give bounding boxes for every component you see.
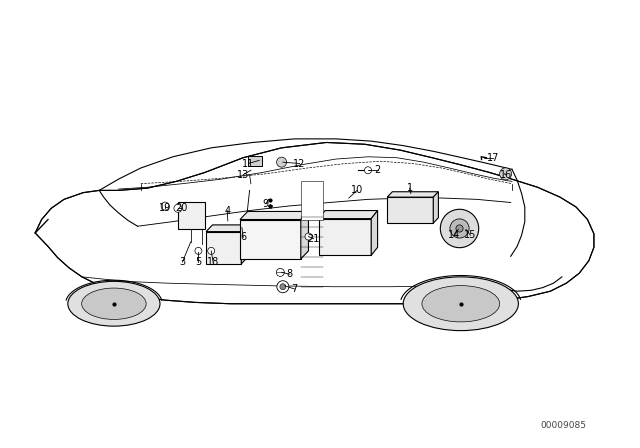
Circle shape [277, 281, 289, 293]
Ellipse shape [68, 281, 160, 326]
Text: 21: 21 [307, 234, 320, 244]
Text: 18: 18 [207, 257, 220, 267]
Circle shape [305, 233, 312, 240]
Text: 2: 2 [374, 165, 381, 175]
Polygon shape [240, 220, 301, 259]
Circle shape [365, 167, 371, 174]
Circle shape [195, 247, 202, 254]
Text: 14: 14 [448, 230, 461, 240]
Text: 11: 11 [242, 159, 255, 168]
Text: 3: 3 [179, 257, 186, 267]
Text: 12: 12 [293, 159, 306, 168]
Ellipse shape [82, 288, 146, 319]
Text: 4: 4 [224, 206, 230, 215]
Text: 00009085: 00009085 [540, 421, 586, 430]
Polygon shape [371, 211, 378, 255]
Polygon shape [387, 197, 433, 223]
Polygon shape [433, 192, 438, 223]
Circle shape [440, 209, 479, 248]
Polygon shape [241, 225, 248, 264]
Circle shape [276, 268, 284, 276]
Circle shape [456, 225, 463, 232]
Text: 19: 19 [159, 203, 172, 213]
Polygon shape [178, 202, 205, 229]
Text: 16: 16 [499, 170, 512, 180]
Circle shape [276, 157, 287, 167]
Text: 15: 15 [464, 230, 477, 240]
Text: 7: 7 [291, 284, 298, 294]
Polygon shape [35, 142, 594, 304]
Ellipse shape [403, 277, 518, 331]
Polygon shape [387, 192, 438, 197]
Bar [248, 156, 262, 166]
Text: 8: 8 [287, 269, 293, 279]
Ellipse shape [422, 285, 500, 322]
Circle shape [500, 168, 511, 180]
Circle shape [161, 202, 169, 210]
Text: 13: 13 [237, 170, 250, 180]
Text: 5: 5 [195, 257, 202, 267]
Polygon shape [301, 211, 308, 259]
Circle shape [174, 204, 182, 212]
Circle shape [208, 247, 214, 254]
Polygon shape [301, 181, 323, 220]
Polygon shape [206, 225, 248, 232]
Text: 6: 6 [240, 233, 246, 242]
Polygon shape [240, 211, 308, 220]
Polygon shape [319, 219, 371, 255]
Circle shape [280, 284, 286, 290]
Text: 10: 10 [351, 185, 364, 195]
Circle shape [450, 219, 469, 238]
Polygon shape [206, 232, 241, 264]
Text: 20: 20 [175, 203, 188, 213]
Text: 1: 1 [406, 183, 413, 193]
Polygon shape [319, 211, 378, 219]
Text: 9: 9 [262, 199, 269, 209]
Text: 17: 17 [486, 153, 499, 163]
